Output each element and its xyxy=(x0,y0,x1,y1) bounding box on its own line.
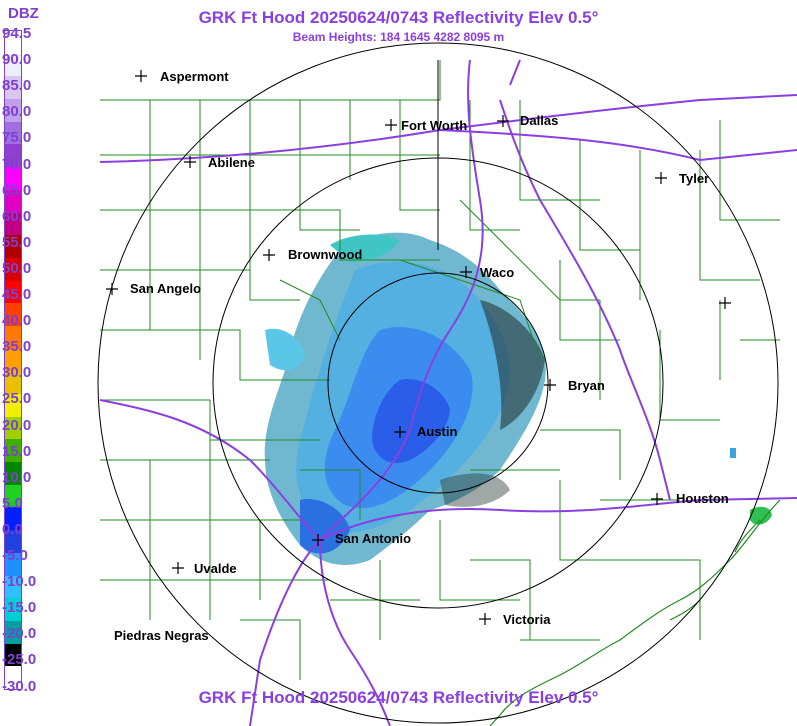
city-piedras-negras: Piedras Negras xyxy=(114,628,209,643)
dbz-colorbar xyxy=(4,30,22,690)
svg-text:Austin: Austin xyxy=(417,424,458,439)
legend-title: DBZ xyxy=(8,5,39,22)
svg-text:Piedras Negras: Piedras Negras xyxy=(114,628,209,643)
city-unnamed-east xyxy=(719,297,731,309)
legend-tick-label: 35.0 xyxy=(2,338,32,356)
city-brownwood: Brownwood xyxy=(263,247,362,262)
legend-tick-label: 0.0 xyxy=(2,520,23,538)
svg-text:Abilene: Abilene xyxy=(208,155,255,170)
svg-text:Houston: Houston xyxy=(676,491,729,506)
city-markers: Aspermont Fort Worth Dallas Abilene Tyle… xyxy=(106,69,731,643)
colorbar-segment xyxy=(5,99,21,123)
legend-tick-label: 94.5 xyxy=(2,25,32,42)
city-uvalde: Uvalde xyxy=(172,561,237,576)
legend-tick-label: 40.0 xyxy=(2,312,32,330)
svg-text:Waco: Waco xyxy=(480,265,514,280)
legend-tick-label: -30.0 xyxy=(2,677,37,695)
legend-tick-label: 60.0 xyxy=(2,207,32,225)
colorbar-segment xyxy=(5,189,21,213)
legend-tick-label: 20.0 xyxy=(2,416,32,434)
colorbar-segment xyxy=(5,620,21,645)
legend-tick-label: -15.0 xyxy=(2,599,37,617)
map-subtitle: Beam Heights: 184 1645 4282 8095 m xyxy=(292,30,505,44)
legend-tick-label: 55.0 xyxy=(2,233,32,251)
colorbar-segment xyxy=(5,76,21,100)
city-houston: Houston xyxy=(651,491,729,506)
legend-tick-label: 25.0 xyxy=(2,390,32,408)
colorbar-segment xyxy=(5,462,21,486)
legend-tick-label: 75.0 xyxy=(2,129,32,147)
svg-text:Bryan: Bryan xyxy=(568,378,605,393)
legend-tick-label: -10.0 xyxy=(2,573,37,591)
legend-tick-label: -25.0 xyxy=(2,651,37,669)
colorbar-segment xyxy=(5,303,21,327)
colorbar-segment xyxy=(5,325,21,350)
svg-text:Fort Worth: Fort Worth xyxy=(401,118,467,133)
colorbar-segment xyxy=(5,257,21,282)
svg-text:San Angelo: San Angelo xyxy=(130,281,201,296)
colorbar-segment xyxy=(5,235,21,259)
colorbar-segment xyxy=(5,439,21,463)
colorbar-segment xyxy=(5,575,21,599)
map-title: GRK Ft Hood 20250624/0743 Reflectivity E… xyxy=(198,8,599,27)
colorbar-segment xyxy=(5,552,21,577)
city-dallas: Dallas xyxy=(497,113,558,128)
legend-tick-label: 30.0 xyxy=(2,364,32,382)
legend-tick-label: 10.0 xyxy=(2,468,32,486)
city-victoria: Victoria xyxy=(479,612,551,627)
colorbar-segment xyxy=(5,643,21,667)
legend-tick-label: 45.0 xyxy=(2,286,32,303)
range-rings xyxy=(97,42,779,724)
city-tyler: Tyler xyxy=(655,171,709,186)
svg-text:San Antonio: San Antonio xyxy=(335,531,411,546)
dbz-legend: DBZ 94.5 90.0 85.0 80.0 75.0 70.0 65.0 60.0 55.0… xyxy=(0,0,46,726)
colorbar-segment xyxy=(5,416,21,440)
colorbar-segment xyxy=(5,53,21,77)
colorbar-segment xyxy=(5,121,21,145)
svg-text:Uvalde: Uvalde xyxy=(194,561,237,576)
city-aspermont: Aspermont xyxy=(135,69,229,84)
legend-tick-label: 90.0 xyxy=(2,51,32,69)
colorbar-segment xyxy=(5,484,21,508)
legend-tick-label: -5.0 xyxy=(2,547,28,564)
svg-text:Tyler: Tyler xyxy=(679,171,709,186)
svg-text:Brownwood: Brownwood xyxy=(288,247,362,262)
colorbar-segment xyxy=(5,371,21,395)
colorbar-segment xyxy=(5,348,21,372)
map-bottom-title: GRK Ft Hood 20250624/0743 Reflectivity E… xyxy=(198,688,599,707)
colorbar-segment xyxy=(5,167,21,191)
city-abilene: Abilene xyxy=(184,155,255,170)
legend-tick-label: 85.0 xyxy=(2,77,32,95)
city-bryan: Bryan xyxy=(544,378,605,393)
colorbar-segment xyxy=(5,598,21,622)
highways xyxy=(99,59,797,726)
colorbar-segment xyxy=(5,212,21,236)
legend-tick-label: 50.0 xyxy=(2,259,32,277)
colorbar-segment xyxy=(5,507,21,531)
colorbar-segment xyxy=(5,31,21,55)
county-lines xyxy=(100,60,780,680)
legend-tick-label: 65.0 xyxy=(2,181,32,199)
city-fort-worth: Fort Worth xyxy=(385,118,467,133)
colorbar-segment xyxy=(5,280,21,304)
colorbar-segment xyxy=(5,394,21,418)
city-san-antonio: San Antonio xyxy=(312,531,411,546)
legend-tick-label: 15.0 xyxy=(2,442,32,460)
colorbar-segment xyxy=(5,666,21,690)
reflectivity-echoes xyxy=(264,232,772,565)
city-waco: Waco xyxy=(460,265,514,280)
legend-tick-label: 80.0 xyxy=(2,103,32,121)
svg-text:Aspermont: Aspermont xyxy=(160,69,229,84)
svg-text:Victoria: Victoria xyxy=(503,612,551,627)
city-austin: Austin xyxy=(394,424,458,439)
legend-tick-label: 5.0 xyxy=(2,494,23,512)
legend-tick-label: -20.0 xyxy=(2,625,37,643)
city-san-angelo: San Angelo xyxy=(106,281,201,296)
legend-tick-label: 70.0 xyxy=(2,155,32,173)
colorbar-segment xyxy=(5,530,21,554)
colorbar-segment xyxy=(5,144,21,168)
svg-text:Dallas: Dallas xyxy=(520,113,558,128)
